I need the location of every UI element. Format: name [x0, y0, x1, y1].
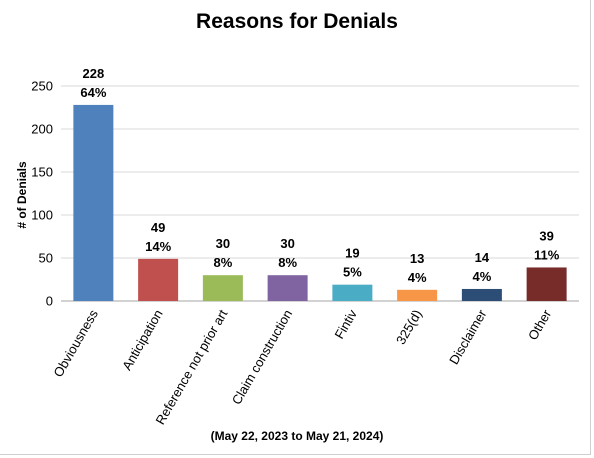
bar	[397, 289, 438, 301]
bar-percent-label: 11%	[534, 247, 560, 262]
bar-value-label: 39	[539, 228, 553, 243]
bar	[73, 104, 114, 301]
bar-value-label: 19	[345, 246, 359, 261]
x-category-label: Claim construction	[229, 307, 295, 407]
bar-percent-label: 14%	[145, 239, 171, 254]
bar	[332, 284, 373, 301]
chart-title: Reasons for Denials	[196, 10, 398, 33]
bar	[526, 267, 567, 301]
y-tick-label: 0	[46, 294, 53, 309]
bar	[267, 275, 308, 301]
bar	[138, 258, 179, 301]
bar	[202, 275, 243, 301]
x-category-label: 325(d)	[393, 307, 425, 347]
chart-subtitle: (May 22, 2023 to May 21, 2024)	[210, 429, 384, 443]
x-category-label: Reference not prior art	[152, 307, 230, 427]
bar-value-label: 13	[410, 251, 424, 266]
bar-value-label: 49	[151, 220, 165, 235]
x-category-label: Fintiv	[331, 307, 360, 342]
bar-percent-label: 4%	[408, 270, 427, 285]
y-tick-label: 50	[39, 251, 53, 266]
bar-percent-label: 5%	[343, 265, 362, 280]
x-category-label: Anticipation	[119, 307, 166, 373]
y-tick-label: 100	[31, 208, 53, 223]
bar-percent-label: 4%	[472, 269, 491, 284]
bar-percent-label: 8%	[213, 255, 232, 270]
bar-value-label: 30	[280, 236, 294, 251]
bar	[461, 288, 502, 301]
bar-percent-label: 64%	[80, 85, 106, 100]
bar-value-label: 228	[83, 66, 105, 81]
bar-percent-label: 8%	[278, 255, 297, 270]
y-tick-label: 200	[31, 122, 53, 137]
y-tick-label: 250	[31, 79, 53, 94]
y-tick-label: 150	[31, 165, 53, 180]
y-axis-label: # of Denials	[15, 161, 29, 229]
bar-value-label: 30	[216, 236, 230, 251]
x-category-label: Other	[525, 306, 555, 342]
x-category-label: Disclaimer	[446, 306, 490, 367]
bar-value-label: 14	[475, 250, 490, 265]
x-category-label: Obviousness	[50, 307, 101, 380]
